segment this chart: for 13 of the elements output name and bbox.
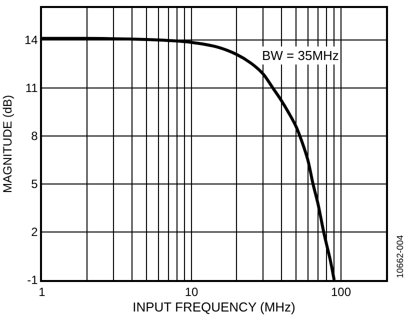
text: 10662-004 — [395, 235, 406, 278]
x-tick-label: 1 — [38, 285, 46, 300]
y-tick-label: -1 — [27, 273, 38, 288]
y-tick-label: 5 — [31, 177, 38, 192]
y-axis-title: MAGNITUDE (dB) — [0, 94, 14, 194]
y-tick-label: 11 — [25, 81, 38, 96]
x-axis-title: INPUT FREQUENCY (MHz) — [132, 299, 296, 314]
x-tick-label: 10 — [184, 285, 198, 300]
annotation: BW = 35MHz — [262, 48, 339, 63]
x-tick-label: 100 — [330, 285, 352, 300]
y-tick-label: 14 — [24, 33, 38, 48]
y-tick-label: 2 — [31, 225, 38, 240]
y-tick-label: 8 — [31, 129, 38, 144]
